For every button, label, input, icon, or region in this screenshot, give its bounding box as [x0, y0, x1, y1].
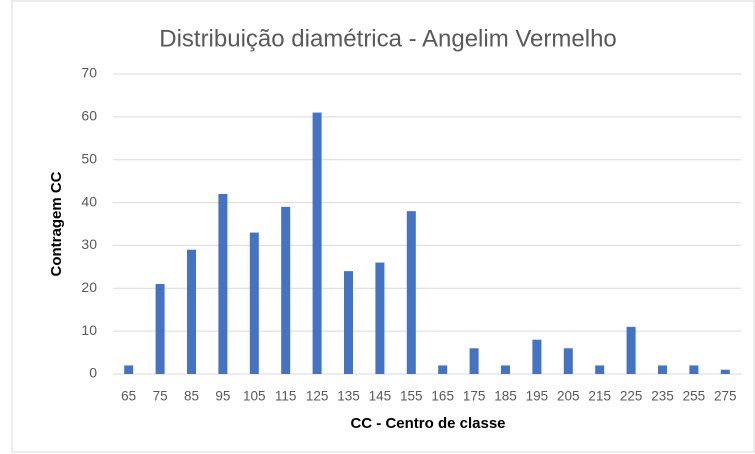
bar: [344, 271, 353, 374]
bar: [720, 369, 730, 374]
y-tick-label: 50: [81, 150, 97, 166]
bar: [218, 194, 228, 374]
x-tick-label: 185: [494, 389, 517, 404]
bar: [155, 284, 165, 374]
chart-title: Distribuição diamétrica - Angelim Vermel…: [159, 25, 617, 52]
bar: [406, 211, 416, 374]
x-tick-label: 195: [526, 389, 549, 404]
x-axis-label: CC - Centro de classe: [350, 415, 505, 432]
bar: [563, 348, 573, 374]
y-tick-label: 10: [81, 322, 97, 338]
x-tick-label: 65: [121, 389, 136, 404]
y-tick-label: 20: [81, 279, 97, 295]
bar: [595, 365, 605, 374]
bar: [375, 262, 385, 374]
x-tick-label: 235: [651, 389, 674, 404]
y-axis-label: Contragem CC: [48, 171, 65, 276]
x-tick-label: 115: [275, 389, 297, 404]
bar: [689, 365, 699, 374]
x-tick-label: 75: [153, 389, 168, 404]
x-tick-label: 165: [431, 389, 454, 404]
x-tick-label: 145: [369, 389, 392, 404]
y-tick-label: 60: [81, 108, 97, 124]
bar: [249, 232, 259, 374]
bar: [187, 249, 196, 374]
chart-border: [11, 0, 755, 453]
bar: [124, 365, 134, 374]
x-tick-label: 155: [400, 389, 423, 404]
bar: [532, 339, 542, 374]
bar: [469, 348, 479, 374]
bar: [281, 206, 291, 374]
x-tick-label: 225: [620, 389, 643, 404]
bar: [438, 365, 448, 374]
x-tick-label: 135: [337, 389, 360, 404]
bar: [626, 326, 636, 374]
x-tick-label: 175: [463, 389, 486, 404]
x-tick-label: 85: [184, 389, 199, 404]
bar: [312, 112, 322, 375]
x-tick-label: 215: [588, 389, 611, 404]
y-tick-label: 40: [81, 193, 97, 209]
bar: [658, 365, 667, 374]
x-tick-label: 255: [683, 389, 706, 404]
x-tick-label: 105: [243, 389, 266, 404]
y-tick-label: 0: [89, 365, 97, 381]
y-tick-label: 70: [81, 65, 97, 81]
bar: [501, 365, 510, 374]
x-tick-label: 275: [714, 389, 737, 404]
y-tick-label: 30: [81, 236, 97, 252]
x-tick-label: 125: [306, 389, 329, 404]
x-tick-label: 95: [215, 389, 230, 404]
x-tick-label: 205: [557, 389, 580, 404]
